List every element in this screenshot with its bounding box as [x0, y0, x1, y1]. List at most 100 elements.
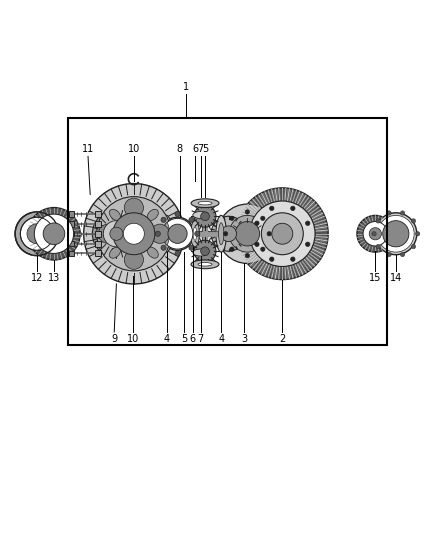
- Ellipse shape: [191, 221, 199, 247]
- Ellipse shape: [198, 263, 212, 266]
- Circle shape: [400, 211, 405, 215]
- Ellipse shape: [147, 209, 158, 221]
- Circle shape: [175, 251, 180, 256]
- Circle shape: [272, 223, 293, 244]
- Text: 9: 9: [111, 334, 117, 344]
- FancyBboxPatch shape: [95, 240, 101, 247]
- Text: 2: 2: [279, 334, 286, 344]
- Ellipse shape: [161, 215, 172, 252]
- Circle shape: [255, 221, 259, 225]
- Text: 8: 8: [177, 144, 183, 154]
- Circle shape: [416, 231, 420, 236]
- Circle shape: [124, 198, 144, 217]
- Circle shape: [201, 247, 209, 256]
- Circle shape: [97, 197, 171, 271]
- Text: 4: 4: [163, 334, 170, 344]
- Ellipse shape: [193, 212, 208, 219]
- Ellipse shape: [193, 227, 197, 240]
- Circle shape: [84, 183, 184, 284]
- FancyBboxPatch shape: [69, 231, 74, 236]
- Circle shape: [103, 221, 130, 247]
- Circle shape: [161, 217, 194, 251]
- Ellipse shape: [216, 215, 226, 252]
- Circle shape: [168, 224, 187, 244]
- Text: 1: 1: [183, 82, 189, 92]
- Circle shape: [291, 206, 295, 211]
- Circle shape: [261, 247, 265, 252]
- Circle shape: [306, 242, 310, 246]
- Ellipse shape: [191, 199, 219, 207]
- FancyBboxPatch shape: [95, 211, 101, 217]
- Circle shape: [194, 240, 216, 262]
- Circle shape: [162, 219, 193, 249]
- Circle shape: [20, 217, 53, 251]
- Circle shape: [375, 213, 417, 255]
- Ellipse shape: [191, 260, 219, 269]
- Circle shape: [387, 252, 391, 257]
- Text: 12: 12: [31, 273, 43, 283]
- Circle shape: [372, 231, 376, 236]
- Circle shape: [369, 228, 381, 240]
- Circle shape: [245, 253, 250, 258]
- Circle shape: [189, 217, 194, 222]
- Circle shape: [235, 222, 260, 246]
- FancyBboxPatch shape: [69, 251, 74, 256]
- Circle shape: [124, 223, 145, 244]
- Circle shape: [270, 257, 274, 261]
- Circle shape: [98, 224, 117, 244]
- FancyBboxPatch shape: [69, 212, 74, 217]
- Text: 6: 6: [190, 334, 196, 344]
- Text: 3: 3: [241, 334, 247, 344]
- Circle shape: [113, 213, 155, 255]
- Circle shape: [261, 216, 265, 221]
- Circle shape: [218, 204, 277, 263]
- Circle shape: [110, 227, 123, 240]
- FancyBboxPatch shape: [95, 221, 101, 227]
- Circle shape: [250, 201, 315, 266]
- Circle shape: [378, 215, 414, 252]
- Ellipse shape: [110, 247, 120, 258]
- Text: 5: 5: [202, 144, 208, 154]
- Circle shape: [245, 210, 250, 214]
- Text: 15: 15: [369, 273, 381, 283]
- Text: 7: 7: [198, 334, 204, 344]
- Circle shape: [150, 224, 170, 244]
- Circle shape: [124, 250, 144, 269]
- FancyBboxPatch shape: [69, 241, 74, 246]
- Text: 10: 10: [127, 334, 139, 344]
- Text: 14: 14: [390, 273, 402, 283]
- Text: 11: 11: [82, 144, 94, 154]
- Circle shape: [92, 210, 141, 258]
- Circle shape: [411, 219, 416, 223]
- Circle shape: [211, 216, 246, 251]
- Circle shape: [267, 231, 272, 236]
- Circle shape: [201, 212, 209, 221]
- Circle shape: [194, 205, 216, 227]
- Ellipse shape: [164, 223, 169, 245]
- Ellipse shape: [147, 247, 158, 258]
- Bar: [68, 118, 387, 345]
- Circle shape: [270, 206, 274, 211]
- Circle shape: [229, 215, 266, 252]
- Circle shape: [376, 219, 380, 223]
- Text: 7: 7: [198, 144, 204, 154]
- Circle shape: [237, 188, 328, 280]
- Ellipse shape: [193, 249, 208, 256]
- Text: 6: 6: [192, 144, 198, 154]
- Circle shape: [363, 222, 388, 246]
- Circle shape: [230, 216, 234, 221]
- Circle shape: [357, 215, 394, 252]
- Text: 5: 5: [181, 334, 187, 344]
- Circle shape: [189, 245, 194, 251]
- Circle shape: [194, 231, 200, 236]
- Circle shape: [291, 257, 295, 261]
- Circle shape: [411, 245, 416, 249]
- Circle shape: [383, 221, 409, 247]
- Ellipse shape: [110, 209, 120, 221]
- FancyBboxPatch shape: [95, 251, 101, 256]
- Text: 10: 10: [128, 144, 140, 154]
- Circle shape: [27, 224, 47, 244]
- FancyBboxPatch shape: [95, 231, 101, 237]
- Circle shape: [34, 214, 74, 253]
- Circle shape: [306, 221, 310, 225]
